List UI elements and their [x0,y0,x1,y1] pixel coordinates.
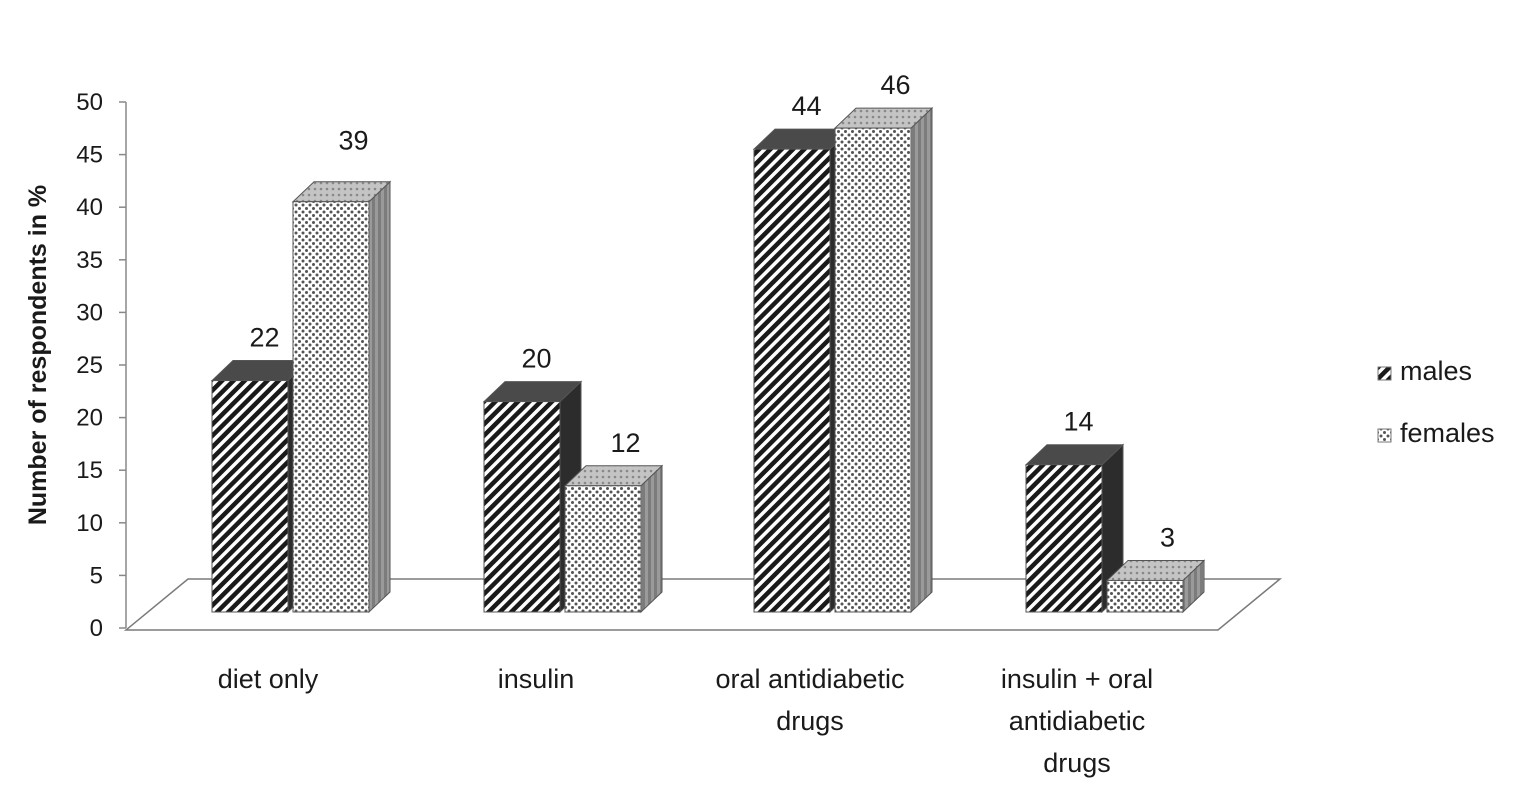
data-labels: 22 20 44 14 39 12 46 3 [249,70,1175,552]
y-tick-label: 40 [76,194,103,221]
legend-label: females [1400,418,1495,448]
data-label: 14 [1063,407,1093,437]
bar-females [563,464,664,614]
category-label: diet only [218,664,319,694]
category-label: drugs [1043,748,1111,778]
bar-side-face [640,464,663,614]
data-label: 39 [338,126,368,156]
bar-front-face [834,127,912,613]
y-tick-label: 15 [76,457,103,484]
y-tick-label: 5 [90,562,103,589]
data-label: 22 [249,323,279,353]
y-tick-label: 50 [76,89,103,116]
bar-front-face [211,380,289,613]
legend: males females [1377,356,1495,448]
bar-side-face [368,180,391,614]
legend-swatch [1377,428,1392,443]
data-label: 20 [521,344,551,374]
y-tick-label: 10 [76,510,103,537]
legend-swatch [1377,366,1392,381]
chart-floor [123,578,1283,631]
y-tick-label: 35 [76,247,103,274]
bar-females [291,180,392,614]
y-tick-label: 30 [76,299,103,326]
legend-item-males: males [1377,356,1472,386]
category-label: oral antidiabetic [715,664,904,694]
data-label: 46 [880,70,910,100]
y-tick-label: 20 [76,405,103,432]
bar-front-face [292,201,370,613]
y-tick-label: 0 [90,615,103,642]
category-label: drugs [776,706,844,736]
bar-front-face [753,148,831,613]
category-labels: diet only insulin oral antidiabetic drugs in… [218,664,1153,778]
data-label: 3 [1160,522,1175,552]
y-axis-title: Number of respondents in % [24,185,52,525]
bar-front-face [564,485,642,613]
bar-females [1105,559,1206,614]
bars [210,106,1206,614]
legend-label: males [1400,356,1472,386]
axes: 0 5 10 15 20 25 30 35 40 45 50 [76,89,127,642]
category-label: antidiabetic [1009,706,1146,736]
category-label: insulin + oral [1001,664,1153,694]
bar-front-face [483,401,561,613]
bar-females [833,106,934,614]
y-tick-label: 45 [76,142,103,169]
floor-plane [123,578,1283,631]
data-label: 12 [610,428,640,458]
bar-side-face [910,106,933,614]
bar-front-face [1106,579,1184,613]
legend-item-females: females [1377,418,1495,448]
data-label: 44 [791,91,821,121]
y-tick-label: 25 [76,352,103,379]
bar-front-face [1025,464,1103,613]
category-label: insulin [498,664,575,694]
